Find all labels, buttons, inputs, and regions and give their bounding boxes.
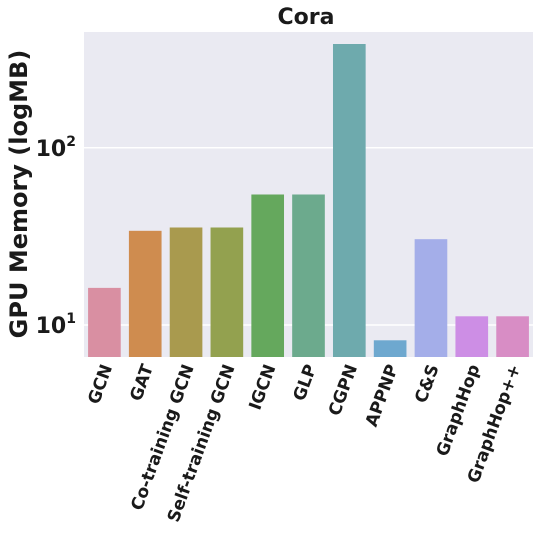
y-axis-label: GPU Memory (logMB) (5, 50, 33, 339)
chart-title: Cora (278, 5, 335, 30)
bar (496, 316, 529, 357)
bars (88, 44, 529, 357)
x-tick-label: IGCN (246, 362, 281, 413)
y-axis-ticks: 101 102 (36, 134, 76, 339)
bar (88, 287, 121, 357)
x-tick-label: GCN (84, 362, 117, 407)
bar (455, 316, 489, 357)
bar (169, 227, 203, 357)
x-tick-label: GAT (126, 361, 158, 403)
x-tick-label: APPNP (362, 362, 403, 430)
bar (128, 230, 162, 357)
y-tick-label: 102 (36, 134, 76, 162)
bar (210, 227, 244, 357)
x-tick-label: C&S (411, 362, 443, 406)
bar (251, 194, 285, 357)
bar (332, 44, 366, 357)
bar (292, 194, 325, 357)
y-tick-label: 101 (36, 311, 76, 339)
bar (414, 239, 448, 357)
bar (373, 340, 407, 357)
x-tick-label: GLP (290, 362, 322, 404)
x-tick-label: CGPN (325, 362, 362, 419)
